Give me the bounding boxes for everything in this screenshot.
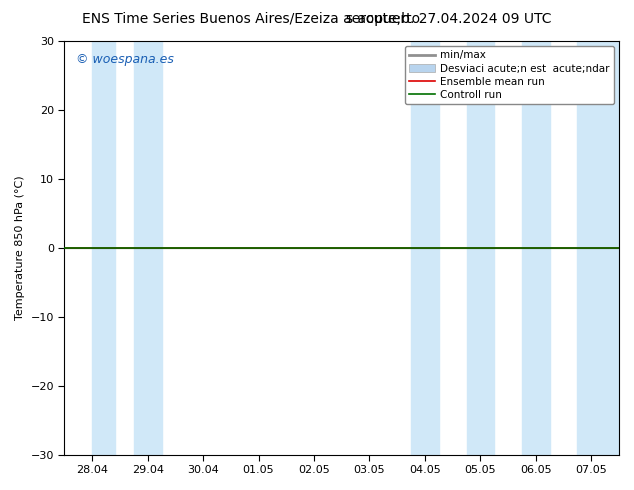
Bar (92, 41, 115, 455)
Bar (522, 41, 550, 455)
Bar (411, 41, 439, 455)
Bar (134, 41, 162, 455)
Y-axis label: Temperature 850 hPa (°C): Temperature 850 hPa (°C) (15, 175, 25, 320)
Legend: min/max, Desviaci acute;n est  acute;ndar, Ensemble mean run, Controll run: min/max, Desviaci acute;n est acute;ndar… (404, 46, 614, 104)
Text: ENS Time Series Buenos Aires/Ezeiza aeropuerto: ENS Time Series Buenos Aires/Ezeiza aero… (82, 12, 420, 26)
Text: s acute;b. 27.04.2024 09 UTC: s acute;b. 27.04.2024 09 UTC (346, 12, 552, 26)
Bar (467, 41, 495, 455)
Bar (578, 41, 619, 455)
Text: © woespana.es: © woespana.es (75, 53, 174, 67)
